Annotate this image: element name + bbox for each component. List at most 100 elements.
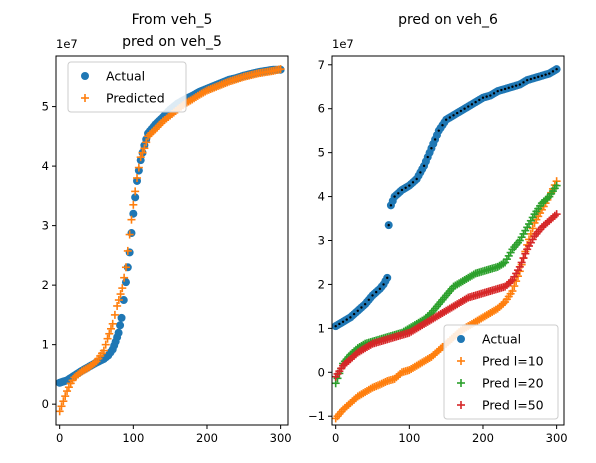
data-point [377,379,386,388]
center-dot [437,129,440,132]
legend-label: Pred l=20 [482,376,544,391]
center-dot [448,116,452,119]
x-tick-label: 0 [332,431,339,445]
center-dot [422,164,426,168]
center-dot [367,298,371,302]
center-dot [456,111,459,115]
series-group [55,65,285,416]
x-tick-label: 200 [196,431,218,445]
center-dot [441,123,444,127]
center-dot [345,318,348,321]
data-point [379,378,388,387]
center-dot [349,316,352,319]
data-point [134,163,143,172]
data-point [276,65,285,74]
data-point [129,209,138,218]
y-tick-label: 4 [318,190,325,204]
center-dot [352,312,356,316]
right-chart-panel: pred on veh_6 1e7 0 100 200 300 −1 0 1 2 3 4 5 6 7 Actu… [308,12,568,445]
center-dot [430,147,433,150]
center-dot [374,290,378,294]
y-tick-label: 6 [318,102,325,116]
data-point [121,278,130,287]
data-point [125,230,134,239]
data-point [131,193,140,202]
data-point [123,246,132,255]
data-point [127,229,136,238]
chart-title: From veh_5 [132,12,213,28]
center-dot [467,105,470,108]
data-point [510,282,519,291]
center-dot [426,155,429,159]
data-point [116,290,125,299]
center-dot [452,114,455,117]
chart-title: pred on veh_5 [122,34,222,50]
legend: Actual Predicted [67,61,187,113]
data-point [120,273,129,282]
center-dot [404,186,407,189]
legend-marker [457,357,465,365]
legend-box [443,324,559,420]
data-point [144,132,153,141]
data-point [201,87,210,96]
y-tick-label: 7 [318,58,325,72]
center-dot [537,75,540,79]
data-point [469,270,478,279]
legend-label: Actual [482,332,521,347]
y-tick-label: 1 [318,321,325,335]
data-point [552,181,561,190]
data-point [140,144,149,153]
data-point [366,340,375,349]
data-point [106,324,115,333]
center-dot [529,77,533,81]
data-point [101,340,110,349]
y-tick-label: 2 [42,278,49,292]
center-dot [393,195,396,198]
data-point [517,258,526,267]
x-tick-label: 100 [398,431,420,445]
data-point [114,328,123,337]
center-dot [533,76,536,80]
center-dot [433,138,437,141]
center-dot [489,94,492,97]
data-point [59,397,68,406]
center-dot [356,309,359,312]
data-point [528,224,537,233]
y-tick-label: 0 [42,397,49,411]
legend-label: Pred l=10 [482,354,544,369]
data-point [129,200,138,209]
data-point [57,402,66,411]
legend-marker [81,94,89,102]
data-point [543,194,552,203]
center-dot [551,70,555,73]
center-dot [548,72,551,75]
data-point [64,383,73,392]
data-point [90,358,99,367]
center-dot [514,84,518,87]
center-dot [485,95,488,98]
y-tick-label: −1 [308,409,325,423]
legend-marker [457,335,465,343]
center-dot [507,86,510,90]
data-point [117,313,126,322]
center-dot [463,107,466,110]
data-point [550,211,559,220]
center-dot [387,223,390,227]
y-tick-label: 5 [42,100,49,114]
data-point [108,319,117,328]
data-point [508,287,517,296]
center-dot [382,283,385,286]
actual-center-dots [334,67,558,328]
legend-marker [457,379,465,387]
legend: Actual Pred l=10 Pred l=20 Pred l=50 [443,324,559,420]
axes-frame [55,55,289,426]
y-tick-label: 4 [42,159,49,173]
center-dot [363,302,367,306]
legend-label: Predicted [106,91,165,106]
center-dot [408,184,411,187]
data-point [499,299,508,308]
center-dot [338,322,341,326]
y-tick-label: 3 [42,219,49,233]
